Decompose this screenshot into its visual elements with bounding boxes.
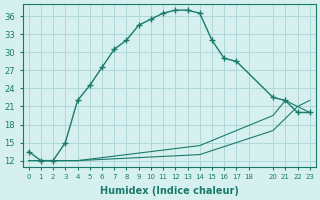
X-axis label: Humidex (Indice chaleur): Humidex (Indice chaleur) — [100, 186, 239, 196]
